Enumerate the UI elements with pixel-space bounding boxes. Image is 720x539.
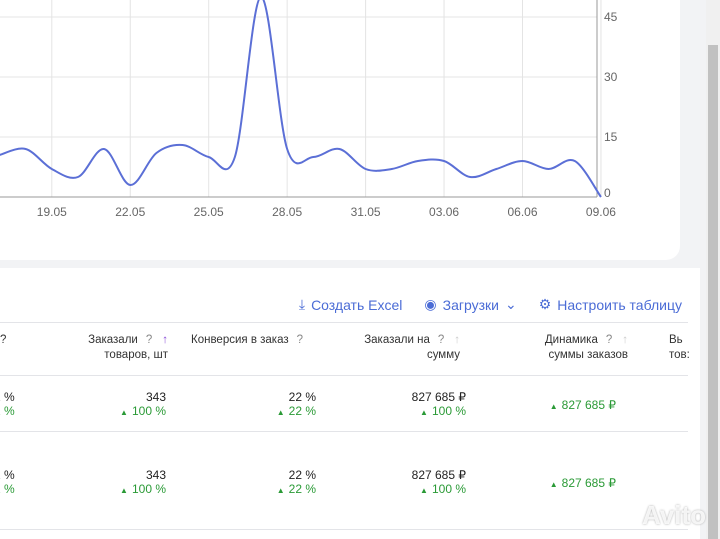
x-tick-label: 19.05 (37, 205, 67, 219)
series-line (0, 0, 602, 198)
cell-prev: 1 %1 % (0, 390, 15, 418)
cell-conversion: 22 % ▲ 22 % (276, 390, 316, 418)
up-triangle-icon: ▲ (276, 486, 285, 495)
table-toolbar: ⤓ Создать Excel ◉ Загрузки ⌄ ⚙ Настроить таб… (299, 296, 682, 313)
help-icon[interactable]: ? (0, 334, 7, 346)
table-header: ? Заказали? ↑ товаров, шт Конверсия в зака… (0, 322, 690, 376)
scrollbar-thumb[interactable] (708, 45, 718, 539)
up-triangle-icon: ▲ (276, 408, 285, 417)
gear-icon: ⚙ (538, 296, 552, 312)
download-icon: ⤓ (298, 296, 306, 312)
y-tick-label: 45 (604, 10, 618, 24)
create-excel-button[interactable]: ⤓ Создать Excel (298, 296, 403, 313)
up-triangle-icon: ▲ (120, 486, 128, 495)
cell-dynamics: ▲ 827 685 ₽ (549, 398, 616, 412)
sort-arrow-icon[interactable]: ↑ (454, 334, 460, 346)
x-tick-label: 28.05 (272, 205, 302, 219)
cell-sum: 827 685 ₽ ▲ 100 % (411, 390, 466, 418)
x-tick-label: 03.06 (429, 205, 459, 219)
up-triangle-icon: ▲ (549, 480, 558, 489)
sort-arrow-icon[interactable]: ↑ (622, 334, 628, 346)
chart-card (0, 0, 680, 260)
sort-arrow-icon[interactable]: ↑ (162, 334, 168, 346)
table-panel (0, 268, 700, 539)
cell-conversion: 22 % ▲ 22 % (276, 468, 316, 496)
vertical-scrollbar[interactable] (706, 0, 720, 539)
cell-dynamics: ▲ 827 685 ₽ (549, 476, 616, 490)
table-row[interactable]: 1 %1 % 343▲100 % 22 %▲22 % 827 685 ₽▲100… (0, 376, 688, 432)
header-sum-dynamics[interactable]: Динамика? ↑ суммы заказов (544, 334, 628, 361)
configure-table-button[interactable]: ⚙ Настроить таблицу (538, 296, 682, 313)
header-ordered-qty[interactable]: Заказали? ↑ товаров, шт (88, 334, 168, 361)
up-triangle-icon: ▲ (549, 402, 558, 411)
x-tick-label: 31.05 (351, 205, 381, 219)
y-tick-label: 15 (604, 130, 618, 144)
help-icon[interactable]: ? (145, 334, 153, 346)
y-tick-label: 30 (604, 70, 618, 84)
cell-sum: 827 685 ₽ ▲ 100 % (411, 468, 466, 496)
cell-qty: 343 ▲ 100 % (120, 468, 166, 496)
help-icon[interactable]: ? (437, 334, 445, 346)
x-tick-label: 09.06 (586, 205, 616, 219)
downloads-icon: ◉ (424, 296, 437, 312)
help-icon[interactable]: ? (296, 334, 304, 346)
cell-prev: 1 %1 % (0, 468, 15, 496)
chevron-down-icon: ⌄ (504, 296, 517, 312)
table-row[interactable]: 1 %1 % 343▲100 % 22 %▲22 % 827 685 ₽▲100… (0, 432, 688, 530)
orders-line-chart: 0 15 30 45 19.05 22.05 25.05 28.05 31.05 03.06 06.… (0, 0, 618, 219)
x-tick-label: 06.06 (507, 205, 537, 219)
cell-qty: 343 ▲ 100 % (120, 390, 166, 418)
up-triangle-icon: ▲ (420, 486, 428, 495)
header-ordered-sum[interactable]: Заказали на? ↑ сумму (364, 334, 460, 361)
avito-watermark: Avito (641, 500, 706, 530)
x-tick-label: 25.05 (194, 205, 224, 219)
header-cut-off[interactable]: Вь тов: (669, 334, 690, 361)
header-conversion[interactable]: Конверсия в заказ? (191, 334, 304, 346)
up-triangle-icon: ▲ (420, 408, 428, 417)
x-tick-label: 22.05 (115, 205, 145, 219)
up-triangle-icon: ▲ (120, 408, 128, 417)
downloads-dropdown[interactable]: ◉ Загрузки ⌄ (424, 296, 517, 313)
help-icon[interactable]: ? (605, 334, 613, 346)
y-tick-label: 0 (604, 186, 611, 200)
